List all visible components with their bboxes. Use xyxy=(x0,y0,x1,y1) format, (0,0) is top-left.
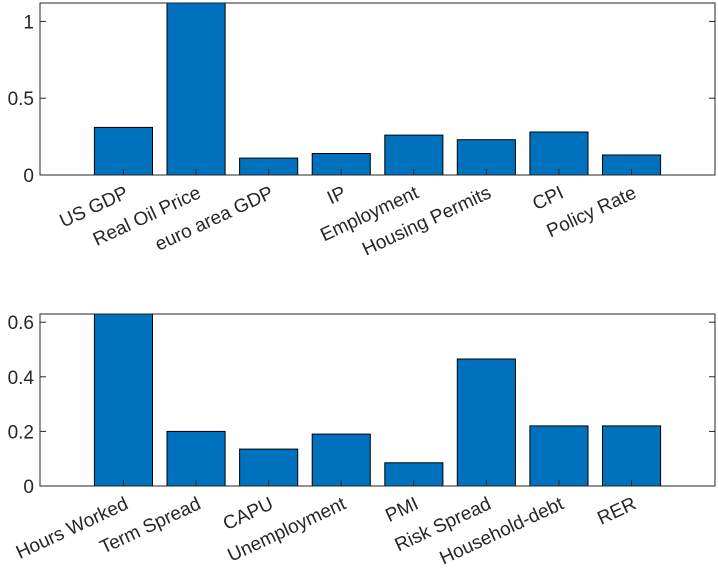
bar-0-1 xyxy=(166,2,226,176)
y-tick-label: 0.4 xyxy=(8,368,35,389)
y-tick-label: 0.6 xyxy=(8,313,34,334)
axes-frame xyxy=(39,313,716,487)
category-label: IP xyxy=(324,182,349,209)
bar-1-0 xyxy=(93,313,153,487)
category-label: PMI xyxy=(382,493,421,526)
bar-1-1 xyxy=(166,430,226,487)
category-label: Household-debt xyxy=(437,493,568,569)
y-tick-label: 0 xyxy=(23,166,34,187)
y-tick-label: 1 xyxy=(23,12,34,33)
bar-1-3 xyxy=(311,433,371,487)
y-tick-label: 0 xyxy=(23,477,34,498)
axes-frame xyxy=(39,2,716,176)
bar-1-6 xyxy=(529,425,589,487)
bar-1-5 xyxy=(456,358,516,487)
bar-0-6 xyxy=(529,131,589,176)
bar-1-7 xyxy=(602,425,662,487)
y-tick-label: 0.2 xyxy=(8,422,34,443)
category-label: CPI xyxy=(529,182,567,214)
bar-0-0 xyxy=(93,126,153,176)
category-label: RER xyxy=(594,493,639,529)
category-label: Housing Permits xyxy=(359,182,494,260)
y-tick-label: 0.5 xyxy=(8,89,34,110)
